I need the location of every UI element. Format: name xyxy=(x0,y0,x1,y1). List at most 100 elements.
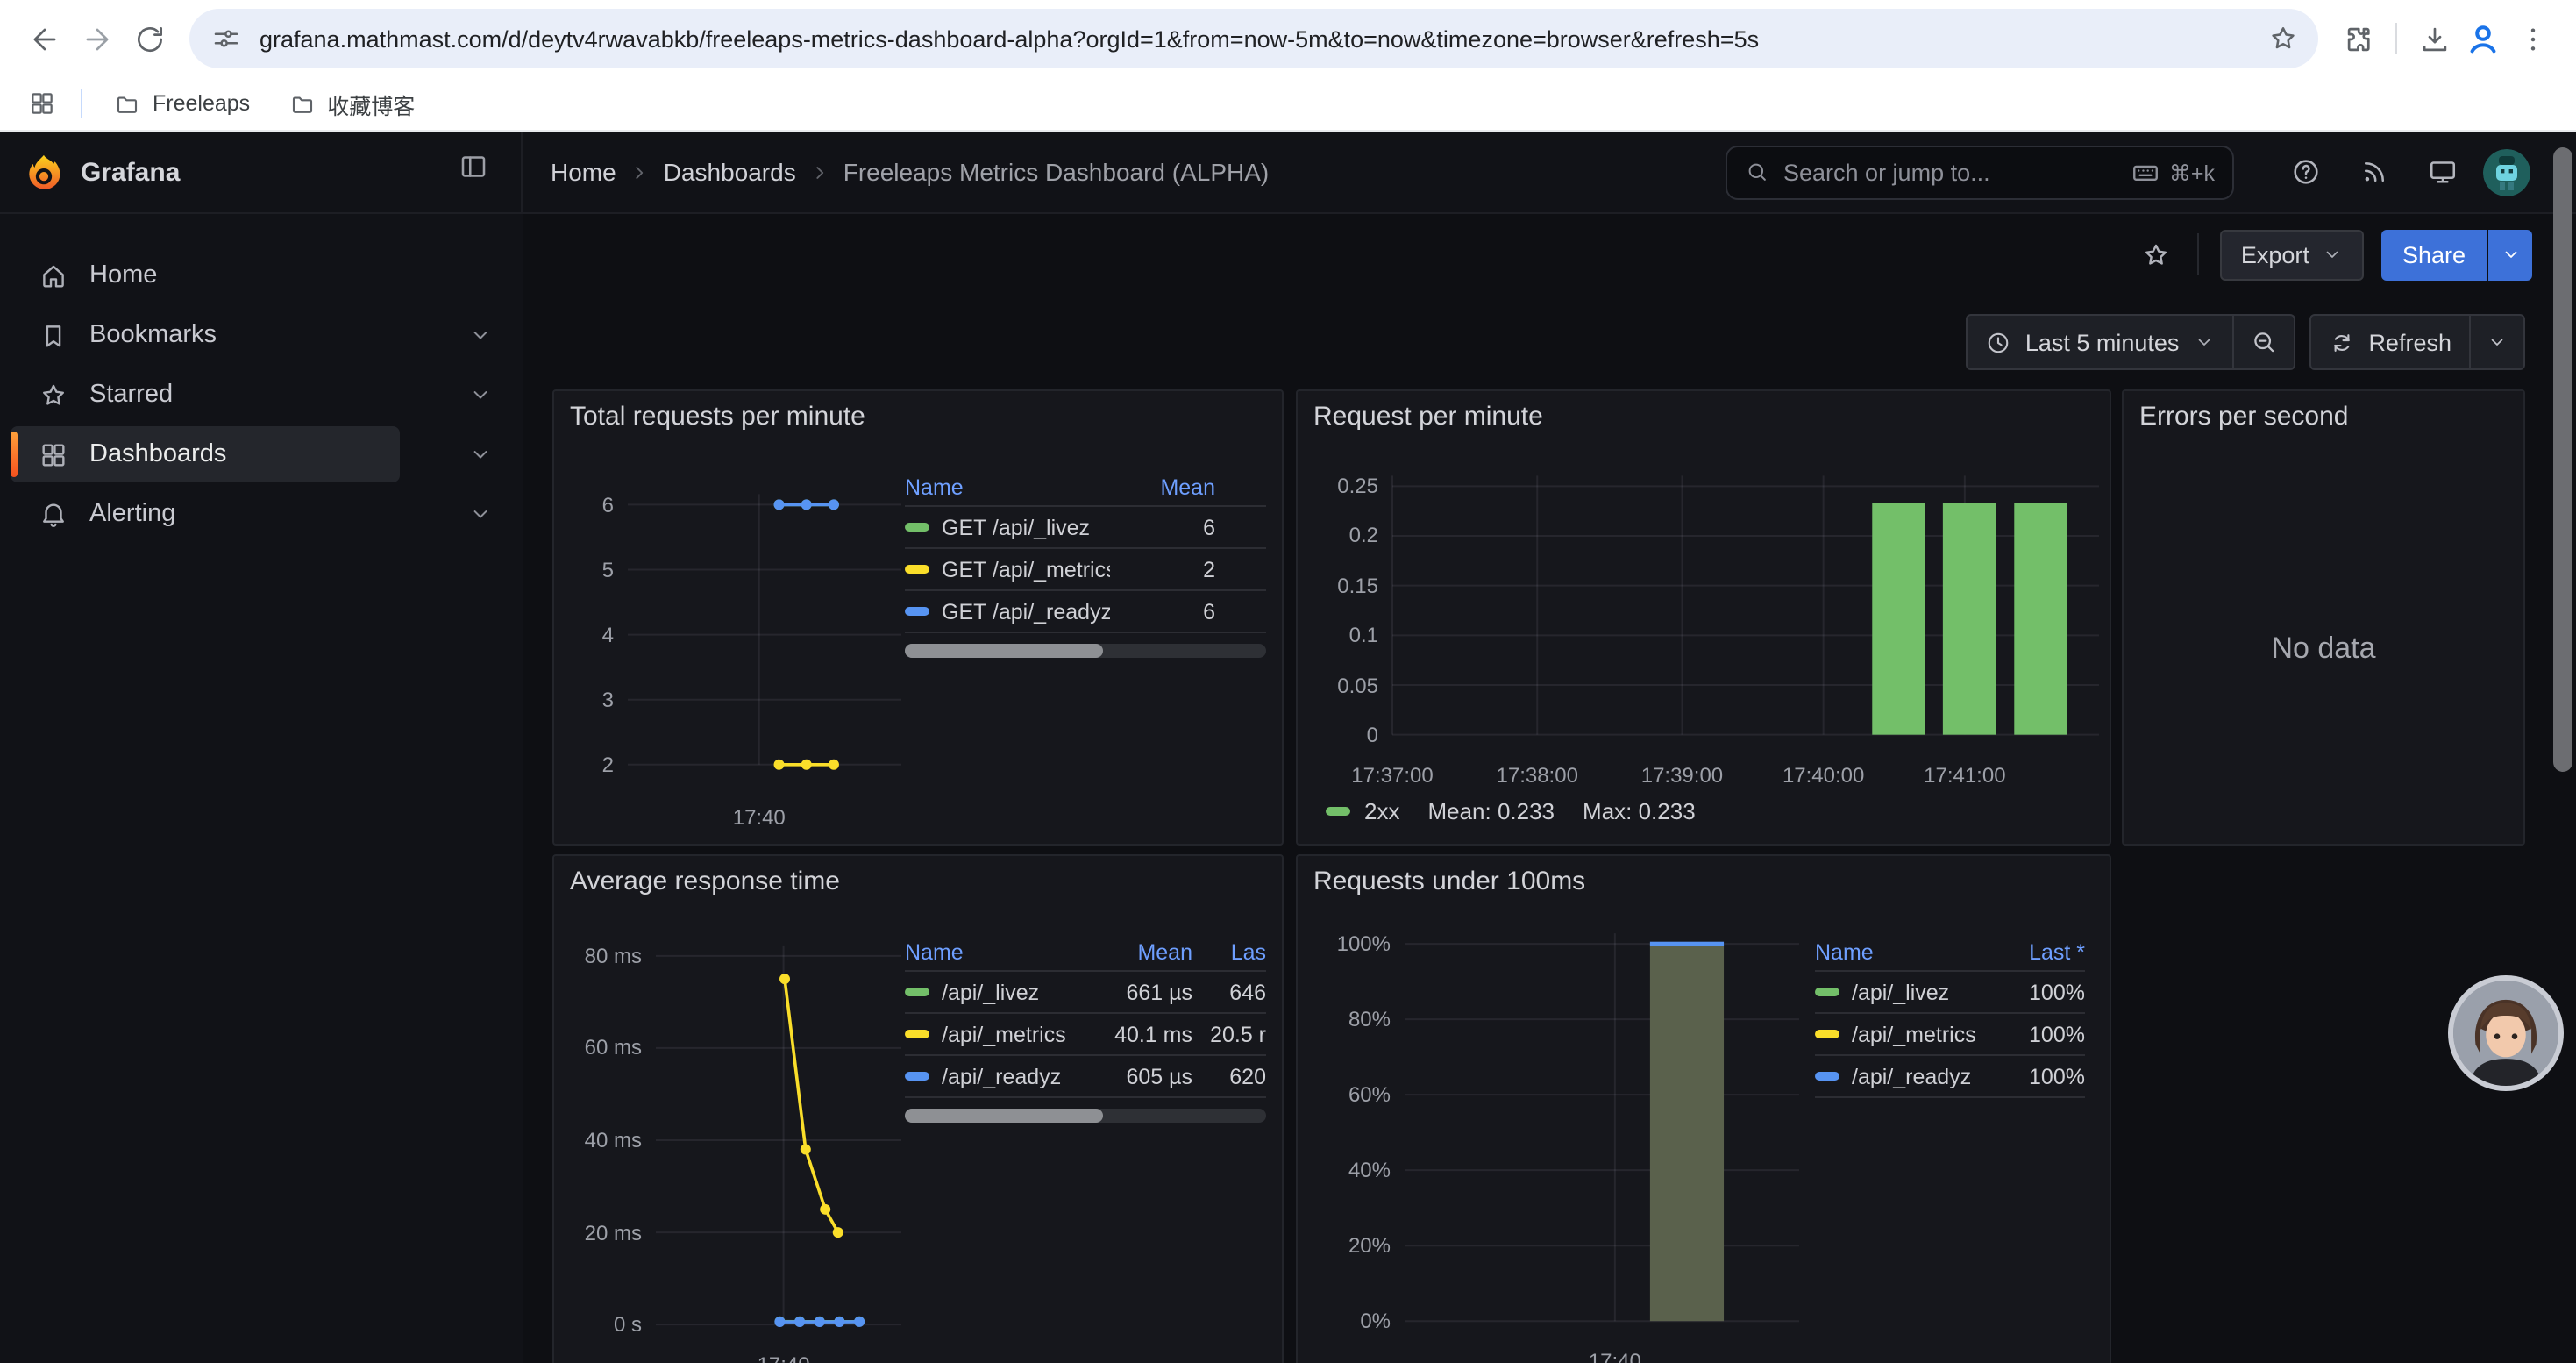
time-range-picker[interactable]: Last 5 minutes xyxy=(1968,316,2232,368)
address-bar[interactable]: grafana.mathmast.com/d/deytv4rwavabkb/fr… xyxy=(189,9,2318,68)
panel-title[interactable]: Errors per second xyxy=(2139,402,2348,432)
legend-header[interactable]: Name xyxy=(905,475,1110,499)
no-data-message: No data xyxy=(2124,631,2523,666)
zoom-out-button[interactable] xyxy=(2233,316,2293,368)
extensions-icon[interactable] xyxy=(2332,12,2385,65)
legend-series-name[interactable]: GET /api/_livez xyxy=(905,515,1110,539)
panel-average-response-time: Average response time 80 ms60 ms40 ms20 … xyxy=(552,854,1284,1363)
chevron-down-icon xyxy=(2193,332,2214,353)
panel-title[interactable]: Requests under 100ms xyxy=(1313,867,1585,896)
legend-row-get-api-livez[interactable]: GET /api/_livez6 xyxy=(905,507,1266,549)
help-icon[interactable] xyxy=(2280,146,2332,198)
panel-title[interactable]: Average response time xyxy=(570,867,840,896)
legend-header[interactable]: Name xyxy=(905,939,1094,964)
grid4-icon xyxy=(39,439,68,469)
chart-plot-requests-under-100ms[interactable] xyxy=(1405,928,1799,1335)
chart-plot-total-requests[interactable] xyxy=(628,461,901,795)
sidebar-item-dashboards[interactable]: Dashboards xyxy=(11,426,400,482)
legend-header[interactable]: Name xyxy=(1815,939,1997,964)
legend-header: Last * xyxy=(1997,939,2085,964)
news-icon[interactable] xyxy=(2348,146,2401,198)
reload-icon[interactable] xyxy=(123,12,175,65)
url-text[interactable]: grafana.mathmast.com/d/deytv4rwavabkb/fr… xyxy=(260,25,2259,52)
search-input[interactable]: Search or jump to... ⌘+k xyxy=(1726,145,2234,199)
downloads-icon[interactable] xyxy=(2408,12,2460,65)
sidebar-expand-bookmarks[interactable] xyxy=(452,307,509,363)
legend-row-api-livez[interactable]: /api/_livez661 µs646 xyxy=(905,972,1266,1014)
back-icon[interactable] xyxy=(18,12,70,65)
sidebar-item-alerting[interactable]: Alerting xyxy=(11,486,400,542)
refresh-button[interactable]: Refresh xyxy=(2310,316,2469,368)
panel-requests-under-100ms: Requests under 100ms 100%80%60%40%20%0% … xyxy=(1296,854,2111,1363)
legend-item-2xx[interactable]: 2xxMean: 0.233Max: 0.233 xyxy=(1326,798,1696,824)
grafana-brand[interactable]: Grafana xyxy=(25,153,180,191)
y-tick-label: 80% xyxy=(1348,1007,1391,1031)
screen-share-icon[interactable] xyxy=(2416,146,2469,198)
legend-scrollbar[interactable] xyxy=(905,1109,1266,1123)
grafana-logo xyxy=(25,153,63,191)
site-settings-icon[interactable] xyxy=(210,23,242,54)
panel-title[interactable]: Request per minute xyxy=(1313,402,1543,432)
y-tick-label: 40% xyxy=(1348,1158,1391,1182)
refresh-interval-button[interactable] xyxy=(2471,316,2523,368)
legend-header-row: NameMeanLas xyxy=(905,933,1266,972)
x-axis-labels: 17:40 xyxy=(656,1342,901,1363)
legend-scrollbar-thumb[interactable] xyxy=(905,644,1104,658)
browser-menu-icon[interactable] xyxy=(2506,12,2558,65)
sidebar-item-starred[interactable]: Starred xyxy=(11,367,400,423)
sidebar-row-bookmarks: Bookmarks xyxy=(11,305,509,365)
x-tick-label: 17:37:00 xyxy=(1351,763,1433,788)
breadcrumb-dashboards[interactable]: Dashboards xyxy=(664,158,796,186)
browser-profile-icon[interactable] xyxy=(2460,16,2506,61)
chart-plot-average-response-time[interactable] xyxy=(656,942,901,1338)
breadcrumb-home[interactable]: Home xyxy=(551,158,616,186)
user-avatar[interactable] xyxy=(2483,148,2530,196)
legend-row-api-metrics[interactable]: /api/_metrics100% xyxy=(1815,1014,2085,1056)
sidebar-item-label: Bookmarks xyxy=(89,321,217,349)
favorite-star-icon[interactable] xyxy=(2131,228,2183,281)
sidebar-item-home[interactable]: Home xyxy=(11,247,400,303)
chart-plot-request-per-minute[interactable] xyxy=(1392,475,2099,746)
page-scrollbar[interactable] xyxy=(2553,147,2572,772)
sidebar-row-home: Home xyxy=(11,246,509,305)
legend-row-api-metrics[interactable]: /api/_metrics40.1 ms20.5 r xyxy=(905,1014,1266,1056)
actions-divider xyxy=(2197,233,2199,275)
legend-table: NameLast */api/_livez100%/api/_metrics10… xyxy=(1815,933,2085,1098)
bookmark-star-icon[interactable] xyxy=(2259,14,2308,63)
legend-series-name[interactable]: /api/_livez xyxy=(905,980,1094,1004)
series-color-swatch xyxy=(905,524,929,532)
bookmark-folder-item[interactable]: 收藏博客 xyxy=(274,82,429,125)
forward-icon[interactable] xyxy=(70,12,123,65)
legend-series-name[interactable]: /api/_readyz xyxy=(1815,1064,1997,1088)
legend-series-name[interactable]: /api/_livez xyxy=(1815,980,1997,1004)
sidebar-expand-alerting[interactable] xyxy=(452,486,509,542)
legend-value: 100% xyxy=(1997,980,2085,1004)
sidebar-item-bookmarks[interactable]: Bookmarks xyxy=(11,307,400,363)
sidebar-expand-dashboards[interactable] xyxy=(452,426,509,482)
legend-row-api-readyz[interactable]: /api/_readyz100% xyxy=(1815,1056,2085,1098)
legend-row-api-livez[interactable]: /api/_livez100% xyxy=(1815,972,2085,1014)
bookmark-folder-freeleaps[interactable]: Freeleaps xyxy=(100,85,264,122)
legend-series-name[interactable]: /api/_readyz xyxy=(905,1064,1094,1088)
legend-series-name[interactable]: /api/_metrics xyxy=(905,1022,1094,1046)
apps-grid-icon[interactable] xyxy=(21,82,63,125)
legend-scrollbar-thumb[interactable] xyxy=(905,1109,1104,1123)
legend-stat: Mean: 0.233 xyxy=(1427,798,1555,824)
legend-series-name[interactable]: /api/_metrics xyxy=(1815,1022,1997,1046)
legend-scrollbar[interactable] xyxy=(905,644,1266,658)
panel-title[interactable]: Total requests per minute xyxy=(570,402,865,432)
y-tick-label: 5 xyxy=(602,558,614,582)
assistant-avatar[interactable] xyxy=(2448,975,2564,1091)
legend-value: 40.1 ms xyxy=(1094,1022,1192,1046)
share-button[interactable]: Share xyxy=(2381,229,2487,280)
legend-row-api-readyz[interactable]: /api/_readyz605 µs620 xyxy=(905,1056,1266,1098)
sidebar-expand-starred[interactable] xyxy=(452,367,509,423)
y-tick-label: 60% xyxy=(1348,1082,1391,1107)
legend-row-get-api-readyz[interactable]: GET /api/_readyz6 xyxy=(905,591,1266,633)
export-button[interactable]: Export xyxy=(2220,229,2364,280)
share-menu-button[interactable] xyxy=(2488,229,2532,280)
legend-row-get-api-metrics[interactable]: GET /api/_metrics2 xyxy=(905,549,1266,591)
legend-series-name[interactable]: GET /api/_metrics xyxy=(905,557,1110,582)
legend-series-name[interactable]: GET /api/_readyz xyxy=(905,599,1110,624)
sidebar-toggle-icon[interactable] xyxy=(458,151,500,193)
